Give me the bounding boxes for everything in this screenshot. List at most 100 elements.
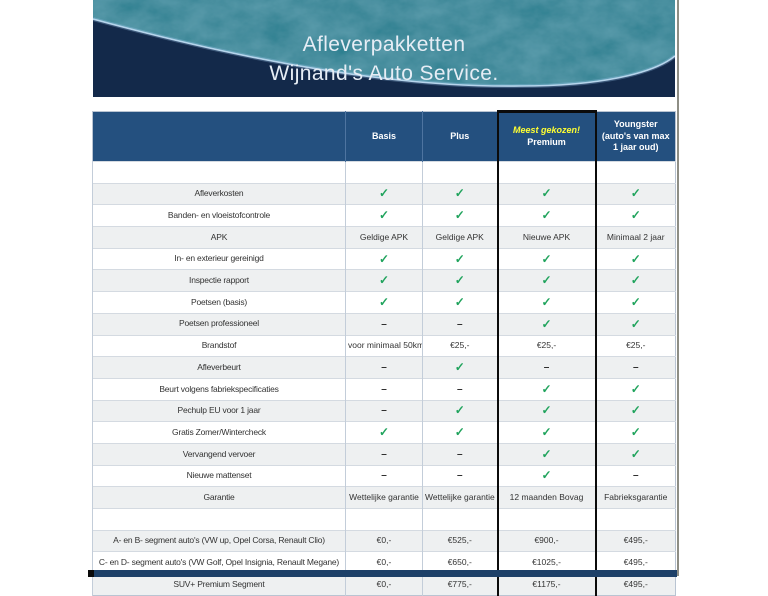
feature-label: Gratis Zomer/Wintercheck — [92, 421, 346, 444]
value-cell-plus: ✓ — [422, 182, 498, 205]
value-cell-basis: Wettelijke garantie — [345, 486, 423, 509]
value-cell-premium: 12 maanden Bovag — [496, 486, 597, 509]
value-cell-basis: ✓ — [345, 269, 423, 292]
value-cell-basis: – — [345, 356, 423, 379]
value-cell-premium: ✓ — [496, 421, 597, 444]
bottom-accent-bar — [88, 570, 677, 577]
check-icon: ✓ — [541, 186, 552, 201]
value-cell-youngster: €495,- — [595, 551, 676, 574]
package-comparison-table: Basis Plus Meest gekozen! Premium Youngst… — [92, 110, 676, 596]
value-cell-basis: voor minimaal 50km — [345, 334, 423, 357]
table-row: Garantie Wettelijke garantie Wettelijke ga… — [92, 486, 676, 509]
column-header-plus: Plus — [422, 111, 498, 162]
value-cell-plus: ✓ — [422, 204, 498, 227]
most-chosen-badge: Meest gekozen! — [512, 125, 581, 136]
feature-column-header — [92, 111, 346, 162]
value-cell-plus: ✓ — [422, 269, 498, 292]
feature-label: Inspectie rapport — [92, 269, 346, 292]
value-cell-youngster: €25,- — [595, 334, 676, 357]
value-cell-youngster: – — [595, 464, 676, 487]
dash-icon: – — [456, 383, 463, 395]
check-icon: ✓ — [541, 403, 552, 418]
value-cell-basis: – — [345, 377, 423, 401]
value-cell-youngster: €495,- — [595, 529, 676, 552]
banner-swoosh-graphic — [93, 0, 675, 97]
check-icon: ✓ — [630, 446, 641, 461]
feature-label: Nieuwe mattenset — [92, 464, 346, 487]
feature-label: Beurt volgens fabriekspecificaties — [92, 377, 346, 401]
value-cell-plus: ✓ — [422, 247, 498, 270]
dash-icon: – — [381, 362, 387, 374]
dash-icon: – — [381, 318, 387, 330]
check-icon: ✓ — [541, 294, 552, 309]
table-row: Nieuwe mattenset – – ✓ – — [92, 464, 676, 487]
feature-label: Afleverbeurt — [92, 356, 346, 379]
value-cell-plus: Wettelijke garantie — [422, 486, 498, 509]
value-cell-youngster — [595, 508, 676, 531]
value-cell-premium: ✓ — [496, 291, 597, 314]
dash-icon: – — [456, 318, 463, 330]
feature-label: Pechulp EU voor 1 jaar — [92, 399, 346, 422]
dash-icon: – — [381, 405, 387, 417]
value-cell-premium: €1025,- — [496, 551, 597, 574]
check-icon: ✓ — [378, 425, 390, 439]
dash-icon: – — [543, 362, 550, 374]
value-cell-plus: ✓ — [422, 356, 498, 379]
check-icon: ✓ — [630, 251, 641, 266]
value-cell-plus: – — [422, 464, 498, 487]
feature-label: C- en D- segment auto's (VW Golf, Opel I… — [92, 551, 346, 574]
value-cell-plus: Geldige APK — [422, 226, 498, 249]
value-cell-basis: ✓ — [345, 182, 423, 205]
check-icon: ✓ — [378, 208, 390, 223]
value-cell-plus: – — [422, 377, 498, 401]
value-cell-premium: ✓ — [496, 312, 597, 335]
value-cell-basis — [345, 161, 423, 184]
value-cell-premium: ✓ — [496, 247, 597, 270]
check-icon: ✓ — [541, 273, 552, 288]
check-icon: ✓ — [541, 208, 552, 223]
value-cell-youngster: ✓ — [595, 377, 676, 401]
check-icon: ✓ — [454, 294, 465, 309]
table-row: Gratis Zomer/Wintercheck ✓ ✓ ✓ ✓ — [92, 421, 676, 444]
check-icon: ✓ — [541, 381, 552, 396]
value-cell-youngster: ✓ — [595, 291, 676, 314]
value-cell-basis: ✓ — [345, 291, 423, 314]
premium-label: Premium — [527, 137, 566, 147]
value-cell-basis: ✓ — [345, 247, 423, 270]
dash-icon: – — [381, 448, 387, 460]
value-cell-premium: ✓ — [496, 442, 597, 466]
dash-icon: – — [632, 470, 639, 482]
check-icon: ✓ — [630, 425, 641, 439]
value-cell-premium: ✓ — [496, 269, 597, 292]
table-row: Afleverkosten ✓ ✓ ✓ ✓ — [92, 182, 676, 205]
check-icon: ✓ — [454, 186, 465, 201]
value-cell-premium: – — [496, 356, 597, 379]
check-icon: ✓ — [378, 186, 390, 201]
value-cell-plus: €25,- — [422, 334, 498, 357]
value-cell-plus: ✓ — [422, 291, 498, 314]
value-cell-premium: ✓ — [496, 204, 597, 227]
value-cell-youngster: ✓ — [595, 312, 676, 335]
header-banner — [93, 0, 675, 97]
feature-label: Brandstof — [92, 334, 346, 357]
value-cell-plus: €525,- — [422, 529, 498, 552]
value-cell-basis: €0,- — [345, 551, 423, 574]
page-title-line1: Afleverpakketten — [302, 33, 466, 56]
value-cell-plus — [422, 161, 498, 184]
value-cell-basis: – — [345, 312, 423, 335]
table-row: Brandstof voor minimaal 50km €25,- €25,- €25… — [92, 334, 676, 357]
value-cell-basis: – — [345, 399, 423, 422]
feature-label: Banden- en vloeistofcontrole — [92, 204, 346, 227]
value-cell-youngster: ✓ — [595, 182, 676, 205]
table-row: C- en D- segment auto's (VW Golf, Opel I… — [92, 551, 676, 574]
check-icon: ✓ — [630, 403, 641, 418]
dash-icon: – — [456, 470, 463, 482]
check-icon: ✓ — [541, 468, 552, 483]
value-cell-premium: ✓ — [496, 399, 597, 422]
value-cell-premium: Nieuwe APK — [496, 226, 597, 249]
page-edge-line — [677, 0, 679, 576]
value-cell-youngster: ✓ — [595, 247, 676, 270]
check-icon: ✓ — [541, 251, 552, 266]
table-row: Poetsen professioneel – – ✓ ✓ — [92, 312, 676, 335]
value-cell-premium — [496, 508, 597, 531]
